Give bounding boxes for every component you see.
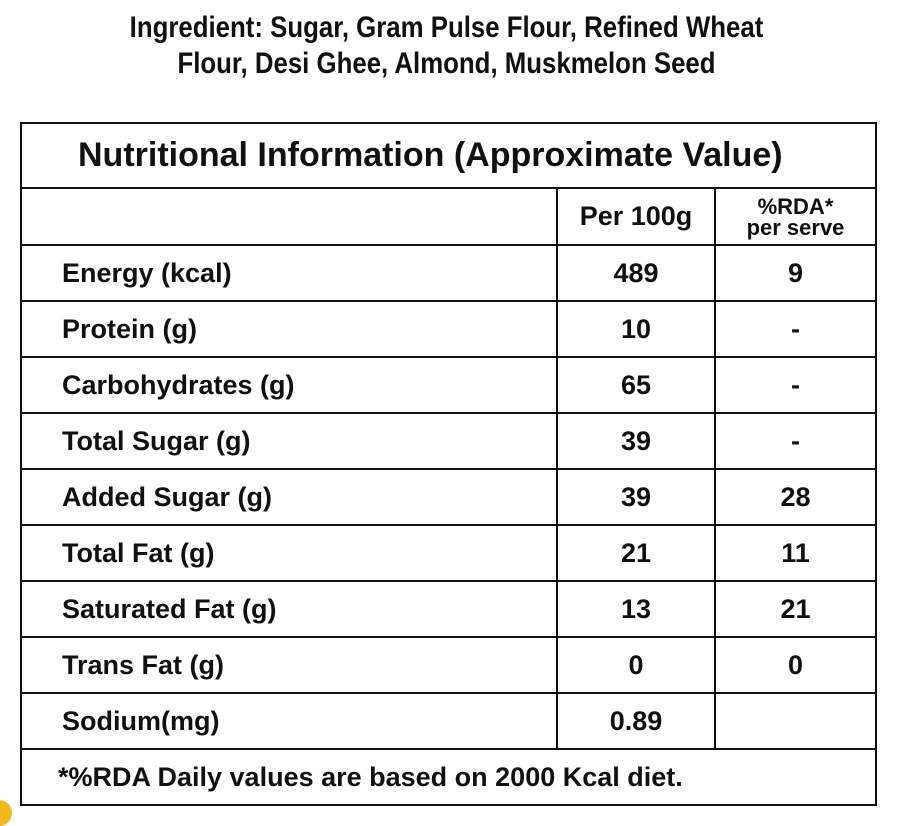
table-row: Added Sugar (g) 39 28 [20, 468, 877, 526]
nutrient-per-100g: 21 [556, 524, 716, 582]
nutrient-per-100g: 489 [556, 244, 716, 302]
nutrient-rda: 9 [714, 244, 877, 302]
table-row: Carbohydrates (g) 65 - [20, 356, 877, 414]
nutrient-rda: 21 [714, 580, 877, 638]
ingredients-line-1: Ingredient: Sugar, Gram Pulse Flour, Ref… [129, 11, 764, 44]
nutrient-per-100g: 65 [556, 356, 716, 414]
table-footer-row: *%RDA Daily values are based on 2000 Kca… [20, 748, 877, 806]
header-per-100g: Per 100g [556, 187, 716, 246]
nutrient-per-100g: 0 [556, 636, 716, 694]
table-row: Energy (kcal) 489 9 [20, 244, 877, 302]
header-rda: %RDA* per serve [714, 187, 877, 246]
nutrient-per-100g: 39 [556, 412, 716, 470]
nutrient-rda: - [714, 300, 877, 358]
table-title-row: Nutritional Information (Approximate Val… [20, 122, 877, 189]
header-rda-line-1: %RDA* [757, 193, 834, 219]
table-row: Saturated Fat (g) 13 21 [20, 580, 877, 638]
nutrient-name: Energy (kcal) [20, 244, 558, 302]
nutrient-per-100g: 10 [556, 300, 716, 358]
ingredients-text: Ingredient: Sugar, Gram Pulse Flour, Ref… [63, 10, 831, 82]
nutrient-name: Saturated Fat (g) [20, 580, 558, 638]
table-row: Protein (g) 10 - [20, 300, 877, 358]
nutrient-per-100g: 13 [556, 580, 716, 638]
nutrient-name: Total Sugar (g) [20, 412, 558, 470]
nutrient-name: Carbohydrates (g) [20, 356, 558, 414]
nutrient-per-100g: 0.89 [556, 692, 716, 750]
nutrient-per-100g: 39 [556, 468, 716, 526]
nutrient-name: Added Sugar (g) [20, 468, 558, 526]
table-row: Total Sugar (g) 39 - [20, 412, 877, 470]
ingredients-line-2: Flour, Desi Ghee, Almond, Muskmelon Seed [177, 47, 716, 80]
decorative-corner-shape [0, 800, 12, 826]
table-row: Sodium(mg) 0.89 [20, 692, 877, 750]
header-rda-line-2: per serve [746, 214, 845, 240]
nutrient-rda: - [714, 356, 877, 414]
table-row: Total Fat (g) 21 11 [20, 524, 877, 582]
table-header-row: Per 100g %RDA* per serve [20, 187, 877, 246]
nutrient-rda: 11 [714, 524, 877, 582]
nutrient-rda [714, 692, 877, 750]
table-title: Nutritional Information (Approximate Val… [20, 122, 877, 189]
table-footnote: *%RDA Daily values are based on 2000 Kca… [20, 748, 877, 806]
table-row: Trans Fat (g) 0 0 [20, 636, 877, 694]
nutrient-rda: 28 [714, 468, 877, 526]
nutrient-rda: - [714, 412, 877, 470]
nutrient-name: Sodium(mg) [20, 692, 558, 750]
nutrient-name: Trans Fat (g) [20, 636, 558, 694]
nutrient-name: Protein (g) [20, 300, 558, 358]
nutrition-table: Nutritional Information (Approximate Val… [20, 122, 877, 806]
header-empty-cell [20, 187, 558, 246]
nutrient-rda: 0 [714, 636, 877, 694]
nutrient-name: Total Fat (g) [20, 524, 558, 582]
